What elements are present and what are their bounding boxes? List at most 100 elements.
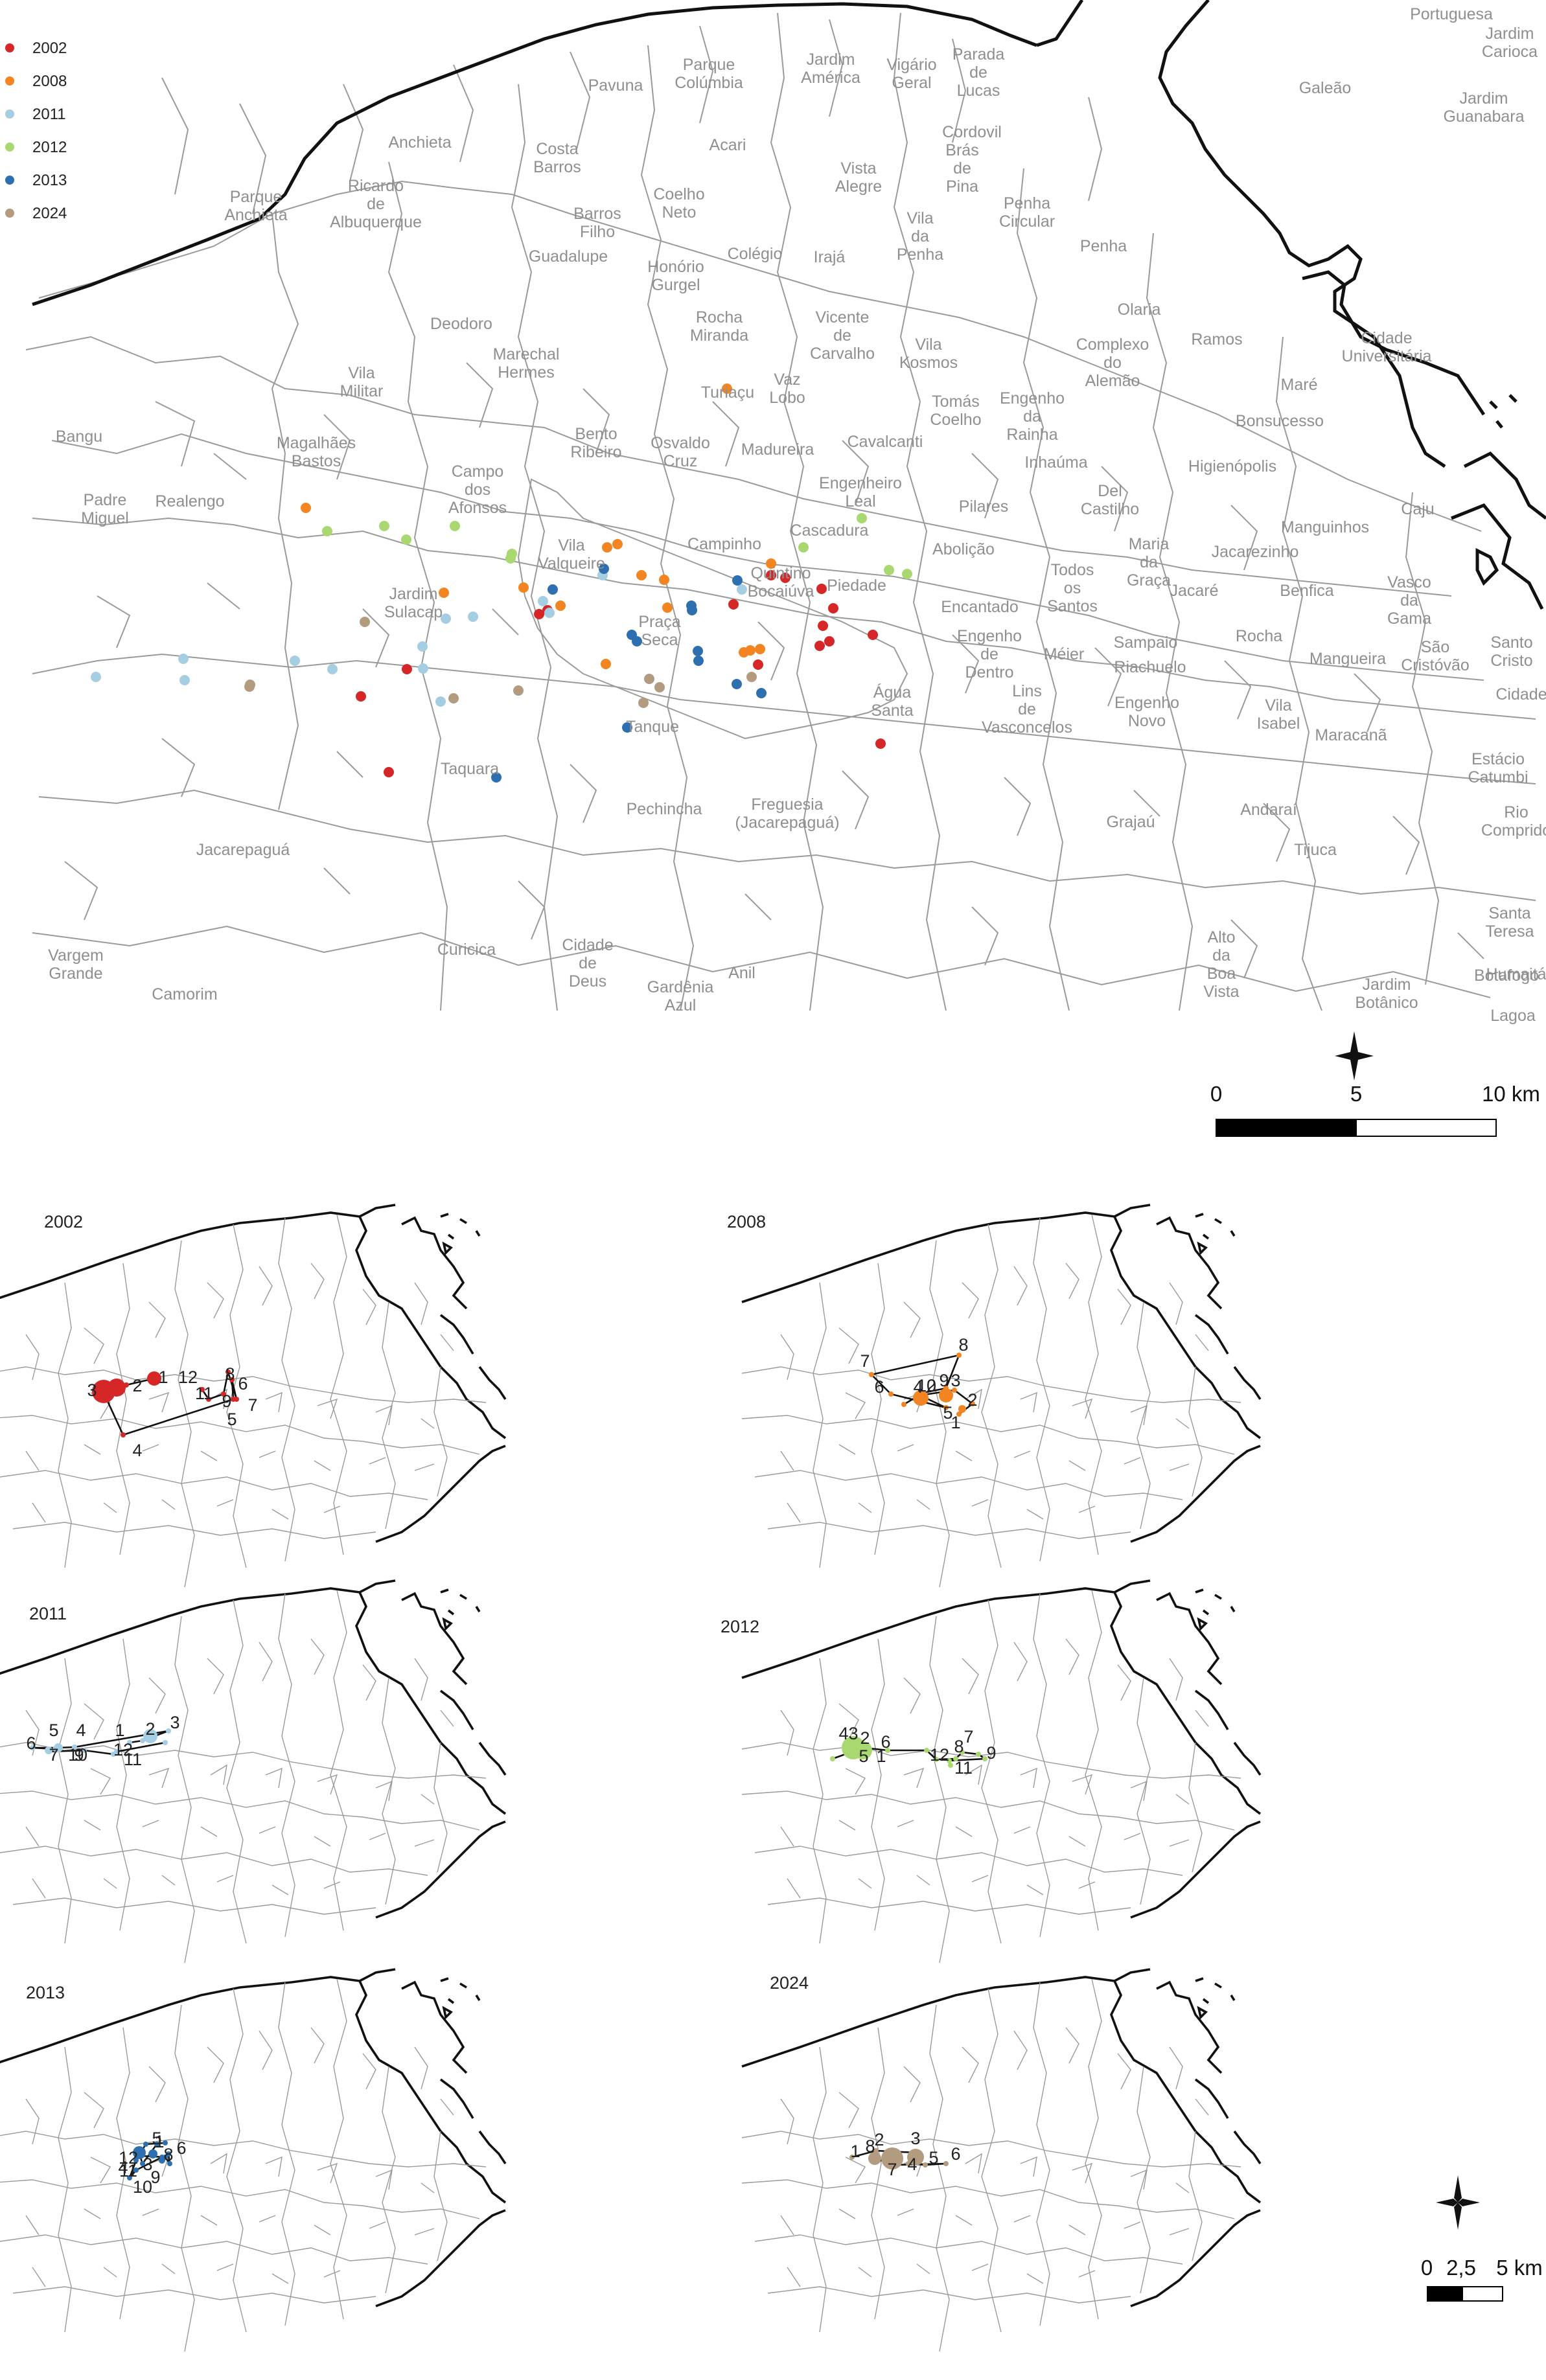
sequence-point-2024 [873, 2148, 879, 2153]
incident-point-2013 [756, 688, 767, 698]
neighborhood-label-olaria: Olaria [1118, 301, 1161, 319]
sequence-point-2011 [127, 1740, 132, 1745]
sequence-label-2011: 12 [113, 1740, 133, 1759]
sequence-label-2012: 11 [954, 1758, 973, 1778]
sequence-point-2008 [901, 1402, 906, 1407]
neighborhood-label-jacarepagua: Jacarepaguá [196, 841, 290, 859]
sequence-label-2011: 6 [26, 1734, 36, 1753]
sequence-point-2024 [913, 2150, 918, 2155]
sequence-label-2002: 4 [132, 1441, 142, 1460]
legend-label-2008: 2008 [32, 73, 67, 90]
neighborhood-label-santa-teresa: Santa Teresa [1485, 904, 1534, 941]
sequence-label-2013: 8 [163, 2145, 173, 2164]
neighborhood-label-magalhaes-bastos: Magalhães Bastos [277, 434, 356, 470]
neighborhood-label-engenho-de-dentro: Engenho de Dentro [957, 627, 1022, 681]
incident-point-2002 [816, 584, 827, 594]
sequence-point-2002 [206, 1397, 211, 1402]
neighborhood-label-padre-miguel: Padre Miguel [81, 491, 129, 527]
neighborhood-label-benfica: Benfica [1280, 582, 1333, 600]
sequence-point-2012 [982, 1756, 987, 1761]
neighborhood-label-jardim-carioca: Jardim Carioca [1482, 25, 1538, 61]
sequence-point-2013 [133, 2158, 139, 2163]
incident-points [91, 383, 912, 783]
incident-point-2012 [401, 534, 411, 545]
sequence-label-2002: 7 [248, 1395, 257, 1415]
sequence-point-2012 [947, 1758, 952, 1763]
neighborhood-label-vicente-de-carvalho: Vicente de Carvalho [810, 308, 875, 363]
neighborhood-label-complexo-do-alemao: Complexo do Alemão [1076, 336, 1149, 390]
neighborhood-label-bangu: Bangu [56, 428, 102, 446]
incident-point-2008 [659, 575, 669, 585]
incident-point-2013 [687, 605, 697, 615]
sequence-point-2011 [72, 1745, 77, 1750]
sequence-label-2024: 7 [887, 2160, 897, 2179]
neighborhood-label-vila-da-penha: Vila da Penha [897, 209, 943, 264]
sequence-label-2012: 12 [930, 1745, 949, 1765]
incident-point-2008 [555, 601, 566, 611]
sequence-label-2013: 6 [176, 2138, 186, 2158]
incident-point-2024 [654, 682, 665, 692]
sequence-label-2008: 12 [917, 1376, 936, 1395]
incident-point-2011 [441, 613, 451, 624]
incident-point-2008 [601, 659, 611, 669]
sequence-point-2024 [872, 2156, 877, 2161]
neighborhood-label-humaita: Humaitá [1486, 965, 1546, 983]
incident-point-2024 [360, 617, 370, 627]
incident-point-2002 [824, 636, 835, 646]
sequence-point-2002 [200, 1387, 205, 1392]
incident-point-2002 [780, 573, 790, 583]
sequence-point-2012 [976, 1752, 981, 1757]
scale-small-label-0: 0 [1421, 2256, 1433, 2280]
scale-main-label-0: 0 [1210, 1082, 1222, 1106]
neighborhood-label-vila-isabel: Vila Isabel [1257, 696, 1300, 733]
cluster-point-2008 [958, 1405, 966, 1413]
neighborhood-label-cidade-nova: Cidade [1495, 685, 1546, 704]
sequence-point-2008 [956, 1412, 962, 1417]
neighborhood-label-lagoa: Lagoa [1490, 1007, 1536, 1025]
incident-point-2002 [828, 603, 838, 613]
neighborhood-label-jardim-sulacap: Jardim Sulacap [384, 585, 443, 621]
neighborhood-label-quintino-bocaiuva: Quintino Bocaiúva [748, 564, 814, 601]
sequence-point-2002 [229, 1377, 235, 1382]
sequence-point-2012 [924, 1748, 929, 1753]
neighborhood-label-rio-comprido: Rio Comprido [1481, 803, 1546, 840]
neighborhood-label-pavuna: Pavuna [588, 76, 643, 95]
incident-point-2012 [857, 513, 867, 523]
incident-point-2011 [538, 596, 548, 606]
neighborhood-label-mangueira: Mangueira [1309, 650, 1386, 668]
legend-dot-2012 [5, 143, 14, 152]
neighborhood-boundaries [25, 12, 1536, 1011]
sequence-point-2012 [830, 1756, 835, 1761]
neighborhood-label-santo-cristo: Santo Cristo [1490, 634, 1532, 670]
sequence-label-2011: 5 [49, 1721, 58, 1740]
sequence-label-2008: 4 [913, 1377, 923, 1397]
neighborhood-label-campinho: Campinho [687, 535, 761, 553]
incident-point-2024 [244, 681, 255, 692]
neighborhood-label-jacare: Jacaré [1170, 582, 1218, 600]
sequence-label-2002: 3 [87, 1380, 97, 1400]
incident-point-2012 [450, 521, 460, 531]
neighborhood-label-tanque: Tanque [626, 718, 679, 736]
incident-point-2008 [766, 558, 776, 569]
north-arrow-icon [1335, 1031, 1374, 1081]
incident-point-2013 [732, 575, 743, 586]
sequence-point-2008 [970, 1401, 975, 1406]
panel-title-2002: 2002 [44, 1212, 83, 1231]
sequence-point-2013 [166, 2151, 171, 2157]
incident-point-2024 [644, 674, 654, 684]
neighborhood-label-meier: Méier [1044, 645, 1085, 663]
neighborhood-label-ramos: Ramos [1191, 330, 1242, 349]
incident-point-2013 [693, 646, 703, 656]
sequence-label-2013: 5 [152, 2129, 161, 2148]
sequence-label-2013: 11 [119, 2161, 137, 2180]
sequence-label-2011: 4 [76, 1721, 86, 1740]
neighborhood-label-lins-de-vasconcelos: Lins de Vasconcelos [982, 682, 1072, 737]
incident-point-2012 [902, 569, 912, 579]
sequence-label-2024: 6 [951, 2144, 960, 2164]
sequence-point-2013 [167, 2161, 172, 2166]
sequence-point-2012 [948, 1763, 953, 1768]
incident-point-2024 [448, 693, 459, 704]
